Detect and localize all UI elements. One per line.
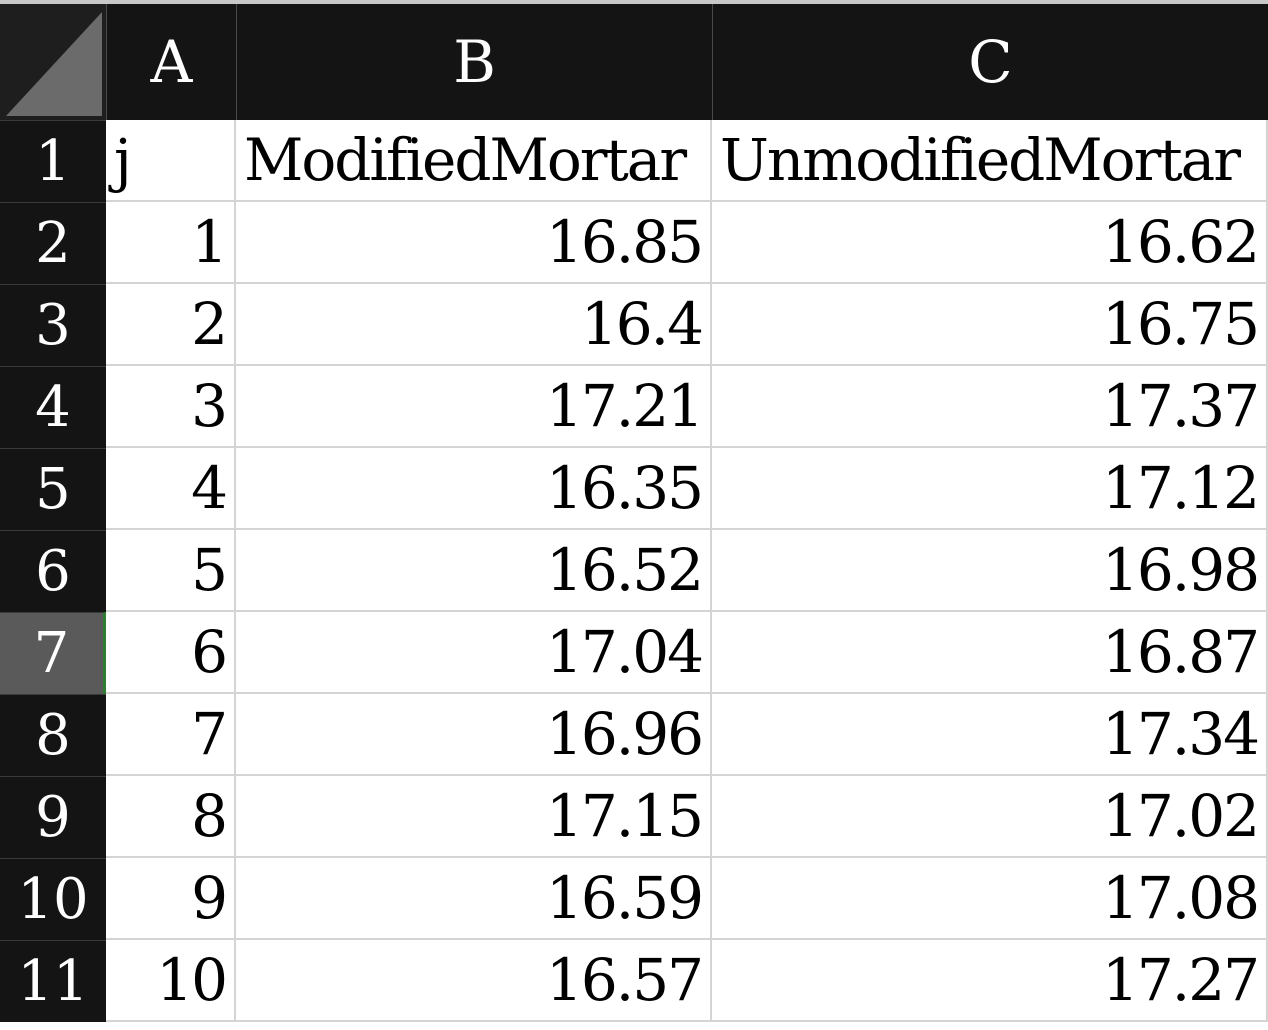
cell-b8[interactable]: 16.96 <box>236 694 712 776</box>
column-header-c[interactable]: C <box>712 4 1268 120</box>
cell-c6[interactable]: 16.98 <box>712 530 1268 612</box>
cell-b5[interactable]: 16.35 <box>236 448 712 530</box>
cell-a1[interactable]: j <box>106 120 236 202</box>
row-header-1[interactable]: 1 <box>0 120 106 202</box>
row-header-2[interactable]: 2 <box>0 202 106 284</box>
row-header-4[interactable]: 4 <box>0 366 106 448</box>
row-header-8[interactable]: 8 <box>0 694 106 776</box>
row-header-9[interactable]: 9 <box>0 776 106 858</box>
cell-c10[interactable]: 17.08 <box>712 858 1268 940</box>
cell-b6[interactable]: 16.52 <box>236 530 712 612</box>
column-header-a[interactable]: A <box>106 4 236 120</box>
cell-b11[interactable]: 16.57 <box>236 940 712 1022</box>
cell-b3[interactable]: 16.4 <box>236 284 712 366</box>
select-all-corner[interactable] <box>0 4 106 120</box>
cell-a5[interactable]: 4 <box>106 448 236 530</box>
cell-c8[interactable]: 17.34 <box>712 694 1268 776</box>
column-header-b[interactable]: B <box>236 4 712 120</box>
cell-c4[interactable]: 17.37 <box>712 366 1268 448</box>
cell-c11[interactable]: 17.27 <box>712 940 1268 1022</box>
cell-a11[interactable]: 10 <box>106 940 236 1022</box>
cell-b7[interactable]: 17.04 <box>236 612 712 694</box>
cell-c5[interactable]: 17.12 <box>712 448 1268 530</box>
cell-b4[interactable]: 17.21 <box>236 366 712 448</box>
row-header-11[interactable]: 11 <box>0 940 106 1022</box>
cell-c2[interactable]: 16.62 <box>712 202 1268 284</box>
cell-b2[interactable]: 16.85 <box>236 202 712 284</box>
cell-c7[interactable]: 16.87 <box>712 612 1268 694</box>
cell-b1[interactable]: ModifiedMortar <box>236 120 712 202</box>
row-header-6[interactable]: 6 <box>0 530 106 612</box>
select-all-triangle-icon <box>6 12 102 116</box>
row-header-3[interactable]: 3 <box>0 284 106 366</box>
cell-c3[interactable]: 16.75 <box>712 284 1268 366</box>
row-header-5[interactable]: 5 <box>0 448 106 530</box>
cell-a4[interactable]: 3 <box>106 366 236 448</box>
cell-b9[interactable]: 17.15 <box>236 776 712 858</box>
cell-a10[interactable]: 9 <box>106 858 236 940</box>
cell-a3[interactable]: 2 <box>106 284 236 366</box>
cell-a8[interactable]: 7 <box>106 694 236 776</box>
row-header-10[interactable]: 10 <box>0 858 106 940</box>
cell-c1[interactable]: UnmodifiedMortar <box>712 120 1268 202</box>
cell-a2[interactable]: 1 <box>106 202 236 284</box>
cell-a9[interactable]: 8 <box>106 776 236 858</box>
cell-a6[interactable]: 5 <box>106 530 236 612</box>
cell-b10[interactable]: 16.59 <box>236 858 712 940</box>
cell-c9[interactable]: 17.02 <box>712 776 1268 858</box>
cell-a7[interactable]: 6 <box>106 612 236 694</box>
row-header-7[interactable]: 7 <box>0 612 106 694</box>
top-border <box>0 0 1268 4</box>
